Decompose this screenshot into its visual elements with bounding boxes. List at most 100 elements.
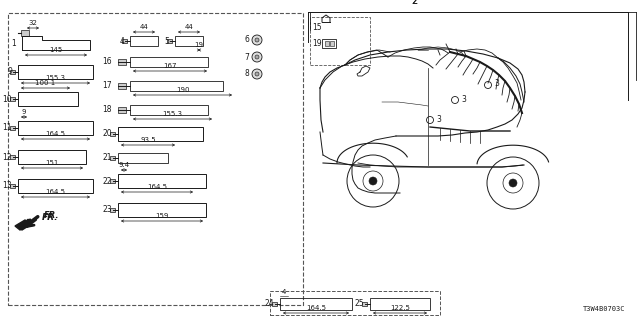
- Bar: [130, 57, 208, 67]
- Text: 12: 12: [3, 153, 12, 162]
- Bar: [18, 150, 86, 164]
- Text: 15: 15: [312, 23, 322, 33]
- Text: 9: 9: [22, 109, 26, 115]
- Bar: [10, 126, 15, 130]
- Text: 164.5: 164.5: [45, 189, 65, 195]
- Circle shape: [255, 72, 259, 76]
- Polygon shape: [18, 221, 30, 230]
- Bar: [167, 39, 172, 43]
- Bar: [175, 36, 203, 46]
- Bar: [18, 65, 93, 79]
- Text: 18: 18: [102, 106, 112, 115]
- Bar: [18, 179, 93, 193]
- Circle shape: [509, 179, 517, 187]
- Text: 2: 2: [411, 0, 417, 6]
- Text: 21: 21: [102, 154, 112, 163]
- Text: 3: 3: [436, 115, 441, 124]
- Bar: [118, 83, 126, 89]
- Text: 122.5: 122.5: [390, 305, 410, 311]
- Bar: [21, 30, 29, 36]
- Bar: [110, 179, 115, 183]
- Bar: [310, 17, 370, 65]
- Text: 16: 16: [102, 58, 112, 67]
- Text: 23: 23: [102, 205, 112, 214]
- Bar: [130, 81, 223, 91]
- Text: 93.5: 93.5: [140, 137, 156, 143]
- Text: T3W4B0703C: T3W4B0703C: [582, 306, 625, 312]
- Text: 167: 167: [163, 63, 177, 69]
- Text: 9.4: 9.4: [118, 162, 129, 168]
- Bar: [118, 59, 126, 65]
- Text: 19: 19: [312, 39, 322, 49]
- Text: 1: 1: [12, 38, 16, 47]
- Bar: [8, 13, 303, 305]
- Text: 151: 151: [45, 160, 59, 166]
- Bar: [110, 132, 115, 136]
- Circle shape: [252, 35, 262, 45]
- Bar: [18, 121, 93, 135]
- Text: 159: 159: [156, 213, 169, 219]
- Text: 17: 17: [102, 82, 112, 91]
- Text: 8: 8: [244, 69, 249, 78]
- Text: 145: 145: [49, 47, 63, 53]
- Text: 5: 5: [164, 36, 169, 45]
- Bar: [330, 41, 334, 46]
- Bar: [110, 156, 115, 160]
- Bar: [10, 184, 15, 188]
- Text: 19: 19: [195, 42, 204, 48]
- Text: 155.3: 155.3: [163, 111, 182, 117]
- Bar: [10, 97, 15, 101]
- Bar: [18, 92, 78, 106]
- Bar: [130, 36, 158, 46]
- Text: 3: 3: [461, 94, 466, 103]
- Bar: [110, 208, 115, 212]
- Text: FR.: FR.: [42, 213, 58, 222]
- Bar: [118, 127, 203, 141]
- Text: 6: 6: [244, 36, 249, 44]
- Text: 13: 13: [3, 181, 12, 190]
- Circle shape: [255, 38, 259, 42]
- Circle shape: [252, 69, 262, 79]
- Text: 190: 190: [176, 87, 189, 93]
- Text: 44: 44: [140, 24, 148, 30]
- Text: 164.5: 164.5: [147, 184, 167, 190]
- Bar: [130, 105, 208, 115]
- Text: 164.5: 164.5: [45, 131, 65, 137]
- Circle shape: [255, 55, 259, 59]
- Bar: [118, 107, 126, 113]
- Polygon shape: [15, 220, 30, 230]
- Text: 32: 32: [29, 20, 37, 26]
- Text: 9: 9: [7, 68, 12, 76]
- Bar: [122, 39, 127, 43]
- Bar: [272, 302, 277, 306]
- Bar: [118, 203, 206, 217]
- Text: 7: 7: [244, 52, 249, 61]
- Text: 22: 22: [102, 177, 112, 186]
- Text: 44: 44: [184, 24, 193, 30]
- Circle shape: [252, 52, 262, 62]
- Bar: [280, 298, 352, 310]
- Text: 155.3: 155.3: [45, 75, 65, 81]
- Circle shape: [369, 177, 377, 185]
- Text: 24: 24: [264, 300, 274, 308]
- Text: 4: 4: [282, 289, 286, 295]
- Text: 25: 25: [355, 300, 364, 308]
- Text: 20: 20: [102, 130, 112, 139]
- Text: 164.5: 164.5: [306, 305, 326, 311]
- Text: 11: 11: [3, 124, 12, 132]
- Text: 3: 3: [494, 79, 499, 89]
- Text: FR.: FR.: [44, 212, 60, 220]
- Bar: [370, 298, 430, 310]
- Bar: [10, 155, 15, 159]
- Bar: [118, 174, 206, 188]
- Text: 4: 4: [119, 36, 124, 45]
- Bar: [118, 153, 168, 163]
- Text: 100 1: 100 1: [35, 80, 56, 86]
- Text: 10: 10: [3, 94, 12, 103]
- Bar: [270, 291, 440, 315]
- Text: 2: 2: [411, 0, 417, 6]
- Bar: [322, 39, 336, 48]
- Bar: [362, 302, 367, 306]
- Bar: [10, 70, 15, 74]
- Bar: [325, 41, 329, 46]
